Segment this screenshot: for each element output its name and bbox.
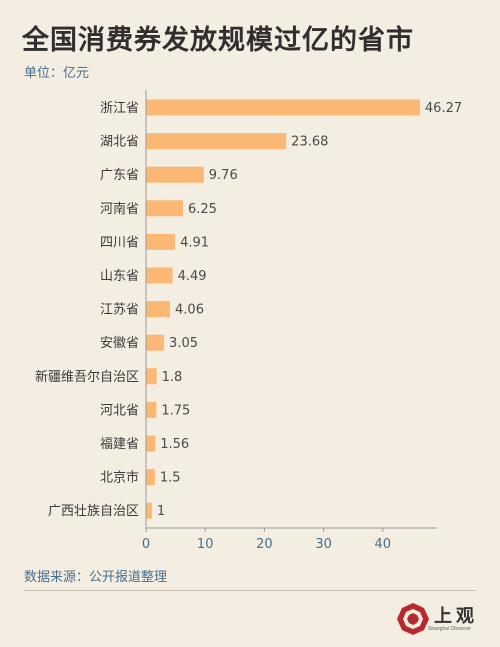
x-tick-label: 20 xyxy=(256,537,273,552)
category-label: 广西壮族自治区 xyxy=(48,503,139,519)
category-label: 河北省 xyxy=(100,403,139,418)
x-tick-label: 10 xyxy=(197,537,214,552)
shanghai-observer-logo: 上观 Shanghai Observer xyxy=(394,600,484,638)
bar-chart: 浙江省 46.27 湖北省 23.68 广东省 9.76 河南省 6.25 四川省 4.91 山东省… xyxy=(35,90,462,552)
bar xyxy=(146,368,157,385)
category-label: 江苏省 xyxy=(100,302,139,318)
category-label: 北京市 xyxy=(100,470,139,486)
value-label: 1.75 xyxy=(161,403,190,418)
bar xyxy=(146,133,287,150)
chart-title: 全国消费券发放规模过亿的省市 xyxy=(22,25,414,56)
x-tick-label: 30 xyxy=(315,537,332,552)
value-label: 1.8 xyxy=(162,370,183,385)
value-label: 4.06 xyxy=(175,303,204,318)
logo-name: 上观 xyxy=(434,606,478,627)
category-label: 四川省 xyxy=(100,235,139,250)
bar xyxy=(146,267,173,284)
category-label: 浙江省 xyxy=(100,101,139,116)
x-tick-label: 0 xyxy=(142,537,150,552)
unit-label: 单位：亿元 xyxy=(24,66,90,81)
value-label: 1.56 xyxy=(160,437,189,452)
category-label: 湖北省 xyxy=(100,135,139,150)
bar xyxy=(146,166,204,183)
bar xyxy=(146,99,420,116)
value-label: 4.49 xyxy=(178,269,207,284)
value-label: 46.27 xyxy=(425,101,462,116)
value-label: 23.68 xyxy=(291,135,328,150)
category-label: 山东省 xyxy=(100,269,139,284)
bar xyxy=(146,334,165,351)
bar xyxy=(146,401,157,418)
bar xyxy=(146,435,156,452)
value-label: 4.91 xyxy=(180,235,209,250)
x-tick-label: 40 xyxy=(375,537,392,552)
category-label: 河南省 xyxy=(100,201,139,217)
category-label: 新疆维吾尔自治区 xyxy=(35,369,139,385)
logo-mark-icon xyxy=(397,603,429,635)
value-label: 6.25 xyxy=(188,202,217,217)
value-label: 9.76 xyxy=(209,168,238,183)
bar xyxy=(146,502,152,519)
logo-subtitle: Shanghai Observer xyxy=(428,626,472,632)
footer-divider xyxy=(24,590,476,591)
source-label: 数据来源：公开报道整理 xyxy=(24,570,168,585)
category-label: 安徽省 xyxy=(100,336,139,351)
category-label: 广东省 xyxy=(100,168,139,183)
bar xyxy=(146,301,171,318)
category-label: 福建省 xyxy=(100,437,139,452)
value-label: 3.05 xyxy=(169,336,198,351)
bar xyxy=(146,233,176,250)
value-label: 1 xyxy=(157,504,165,519)
value-label: 1.5 xyxy=(160,471,181,486)
bar xyxy=(146,469,155,486)
bar xyxy=(146,200,183,217)
